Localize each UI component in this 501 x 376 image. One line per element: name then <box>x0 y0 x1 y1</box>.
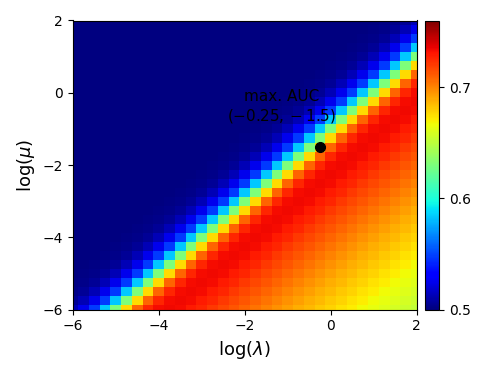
Text: $(-0.25, -1.5)$: $(-0.25, -1.5)$ <box>226 107 335 125</box>
Text: max. AUC: max. AUC <box>243 89 318 104</box>
Y-axis label: $\log(\mu)$: $\log(\mu)$ <box>15 138 37 192</box>
X-axis label: $\log(\lambda)$: $\log(\lambda)$ <box>218 339 271 361</box>
